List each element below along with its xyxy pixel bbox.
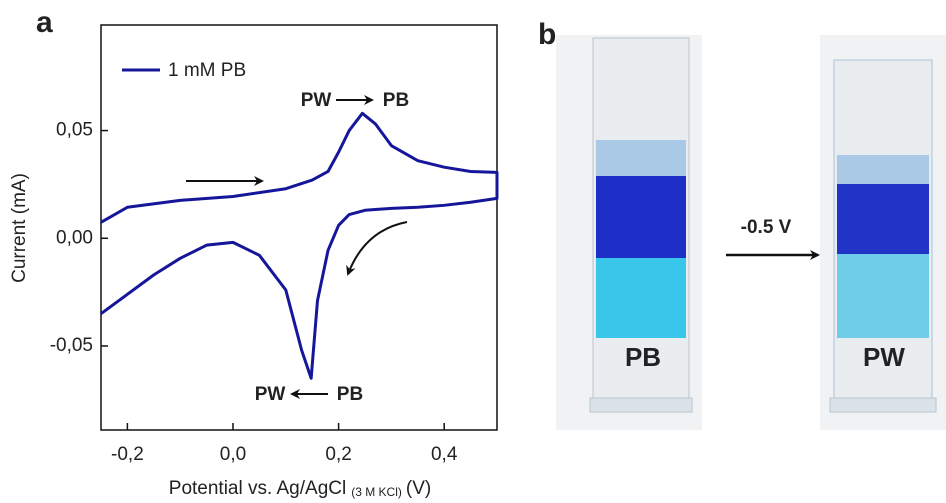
x-tick-label: 0,4 <box>431 444 458 465</box>
x-axis-label: Potential vs. Ag/AgCl (3 M KCl) (V) <box>169 478 431 499</box>
panel-label: b <box>538 18 556 51</box>
sample-label: PB <box>625 342 661 372</box>
plot-frame <box>100 24 498 431</box>
panel-label: a <box>36 6 53 39</box>
cuvette-photo <box>820 35 946 430</box>
y-tick-label: 0,05 <box>56 120 93 141</box>
sample-label: PW <box>863 342 905 372</box>
x-axis-label-part: (V) <box>406 478 431 499</box>
cuvette-photo <box>556 35 702 430</box>
annotation: PW <box>301 90 332 111</box>
data-line <box>100 111 499 380</box>
annotation: PB <box>337 384 363 405</box>
x-tick-label: 0,2 <box>325 444 351 465</box>
legend-label: 1 mM PB <box>168 60 246 81</box>
y-tick-label: -0,05 <box>50 335 93 356</box>
scan-arrow <box>346 221 408 276</box>
y-tick-label: 0,00 <box>56 227 93 248</box>
x-tick-label: 0,0 <box>220 444 246 465</box>
annotation: PW <box>255 384 286 405</box>
x-axis-label-part: (3 M KCl) <box>351 485 402 499</box>
y-axis-label: Current (mA) <box>9 173 30 283</box>
x-axis-label-part: Potential vs. Ag/AgCl <box>169 478 346 499</box>
step-label: -0.5 V <box>741 217 792 238</box>
x-tick-label: -0,2 <box>111 444 144 465</box>
annotation: PB <box>383 90 409 111</box>
